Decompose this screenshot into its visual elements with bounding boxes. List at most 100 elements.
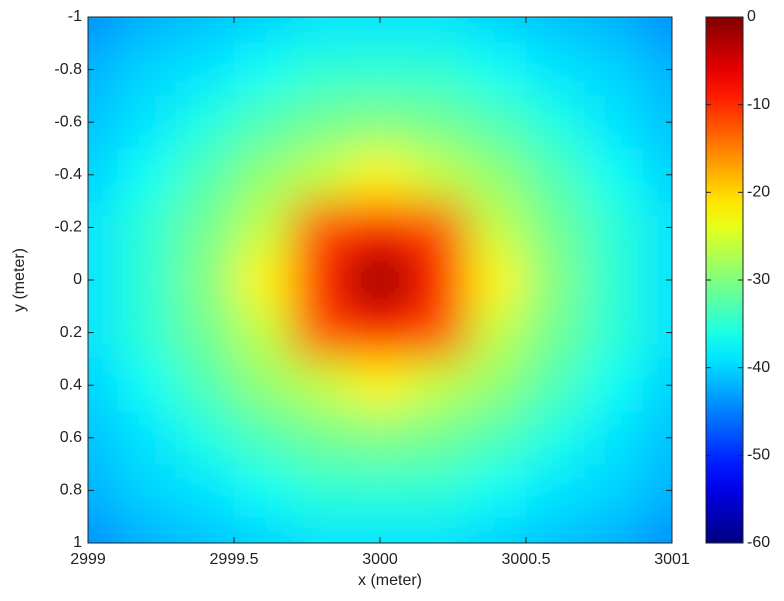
heatmap-cell: [642, 43, 672, 97]
heatmap-cell: [350, 358, 411, 413]
heatmap-cell: [526, 253, 586, 308]
heatmap-cell: [234, 464, 294, 518]
heatmap-cell: [234, 306, 294, 360]
heatmap-cell: [526, 411, 586, 466]
heatmap-cell: [175, 43, 235, 97]
heatmap-cell: [467, 148, 527, 203]
heatmap-cell: [584, 358, 644, 413]
heatmap-cell: [467, 43, 527, 97]
colorbar-tick-label: -30: [747, 271, 770, 288]
heatmap-cell: [234, 253, 294, 308]
y-tick-label: -0.4: [54, 166, 82, 183]
y-tick-label: -1: [68, 8, 82, 25]
colorbar-tick-label: -60: [747, 534, 770, 551]
heatmap-cell: [467, 17, 527, 45]
y-tick-label: 0.4: [60, 376, 82, 393]
heatmap-cell: [234, 43, 294, 97]
heatmap-cell: [350, 464, 411, 518]
heatmap-cell: [292, 516, 352, 543]
heatmap-cell: [292, 17, 352, 45]
axes: 2999 2999.5 3000 3000.5 3001 -1 -0.8 -0.6 -0.4 -0…: [54, 8, 770, 568]
heatmap-cell: [584, 464, 644, 518]
heatmap-cell: [175, 201, 235, 255]
heatmap-cell: [234, 95, 294, 150]
heatmap-cell: [584, 306, 644, 360]
heatmap-cell: [409, 148, 469, 203]
heatmap-cell: [117, 516, 177, 543]
colorbar: [705, 16, 744, 544]
heatmap-cell: [409, 411, 469, 466]
heatmap-cell: [117, 253, 177, 308]
heatmap-cell: [467, 516, 527, 543]
heatmap-cell: [292, 43, 352, 97]
heatmap-cell: [409, 464, 469, 518]
heatmap-cell: [292, 306, 352, 360]
heatmap-cell: [409, 201, 469, 255]
heatmap-cell: [642, 201, 672, 255]
heatmap-cell: [292, 201, 352, 255]
heatmap-cell: [234, 148, 294, 203]
heatmap-cell: [409, 17, 469, 45]
heatmap-cell: [642, 148, 672, 203]
y-tick-label: -0.2: [54, 219, 82, 236]
heatmap-cell: [350, 253, 411, 308]
heatmap-cell: [526, 358, 586, 413]
colorbar-tick-label: -10: [747, 96, 770, 113]
x-tick-label: 2999: [70, 551, 106, 568]
heatmap-cell: [642, 17, 672, 45]
heatmap-cell: [409, 516, 469, 543]
heatmap-cell: [642, 464, 672, 518]
heatmap-cell: [175, 148, 235, 203]
heatmap-cell: [117, 411, 177, 466]
heatmap-cell: [117, 201, 177, 255]
heatmap-cell: [350, 306, 411, 360]
y-tick-label: 0.2: [60, 324, 82, 341]
heatmap-cell: [526, 516, 586, 543]
heatmap-cell: [467, 95, 527, 150]
x-tick-label: 2999.5: [210, 551, 259, 568]
heatmap-cell: [526, 306, 586, 360]
y-tick-label: 0: [73, 271, 82, 288]
y-tick-label: 0.6: [60, 429, 82, 446]
heatmap-cell: [88, 464, 119, 518]
heatmap-cell: [409, 253, 469, 308]
heatmap-cell: [175, 411, 235, 466]
heatmap-cell: [292, 358, 352, 413]
heatmap-cell: [642, 411, 672, 466]
colorbar-tick-label: -50: [747, 447, 770, 464]
heatmap-cell: [584, 95, 644, 150]
heatmap-cell: [350, 201, 411, 255]
heatmap-cell: [234, 516, 294, 543]
heatmap-cell: [175, 464, 235, 518]
heatmap-cell: [117, 358, 177, 413]
colorbar-tick-label: 0: [747, 8, 756, 25]
y-tick-label: -0.6: [54, 113, 82, 130]
heatmap-cells: [88, 17, 672, 543]
y-tick-label: 0.8: [60, 482, 82, 499]
heatmap-cell: [88, 17, 119, 45]
heatmap-cell: [409, 95, 469, 150]
heatmap-cell: [584, 17, 644, 45]
y-tick-label: -0.8: [54, 61, 82, 78]
x-tick-label: 3001: [654, 551, 690, 568]
heatmap-cell: [409, 358, 469, 413]
heatmap-cell: [117, 17, 177, 45]
heatmap-cell: [175, 253, 235, 308]
heatmap-cell: [350, 95, 411, 150]
heatmap-cell: [467, 201, 527, 255]
heatmap-cell: [292, 253, 352, 308]
heatmap-cell: [642, 516, 672, 543]
x-axis-label: x (meter): [358, 572, 422, 589]
heatmap-cell: [467, 253, 527, 308]
heatmap-cell: [584, 201, 644, 255]
heatmap-cell: [175, 306, 235, 360]
heatmap-cell: [526, 148, 586, 203]
heatmap-cell: [584, 516, 644, 543]
heatmap-cell: [175, 95, 235, 150]
heatmap-cell: [584, 148, 644, 203]
y-tick-label: 1: [73, 534, 82, 551]
heatmap-cell: [526, 464, 586, 518]
heatmap-cell: [175, 17, 235, 45]
